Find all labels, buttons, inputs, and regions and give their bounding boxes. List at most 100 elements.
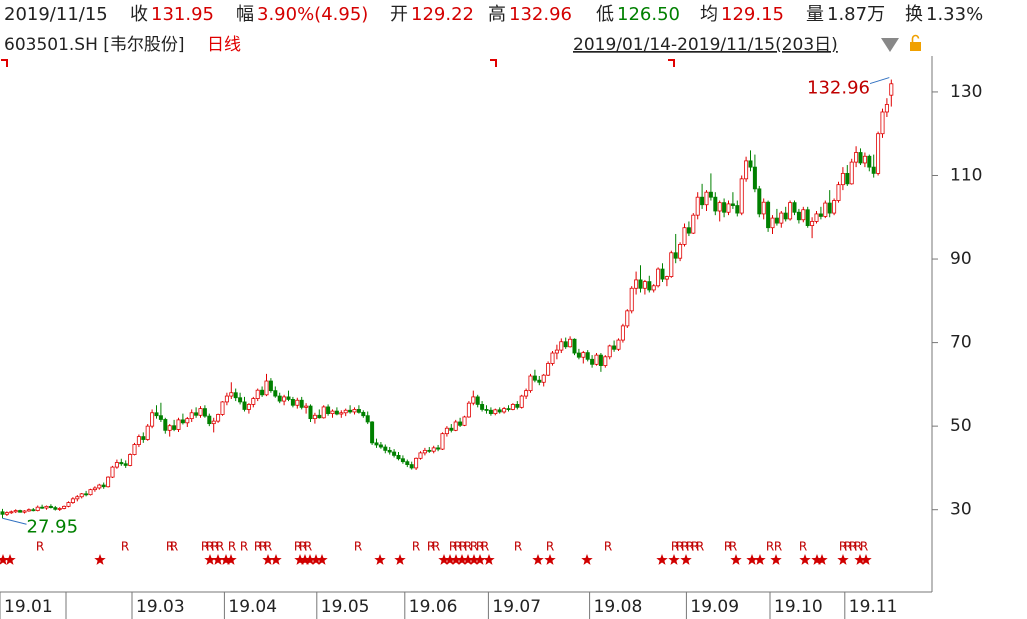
event-r: R	[686, 540, 694, 554]
event-r: R	[799, 540, 807, 554]
event-star	[532, 554, 544, 565]
candle-body	[673, 252, 678, 259]
candle-body	[277, 395, 282, 402]
event-star	[668, 554, 680, 565]
lock-shackle	[911, 34, 920, 42]
flags	[1, 59, 675, 67]
candle-body	[18, 510, 23, 513]
candle-body	[488, 409, 493, 415]
candle-body	[110, 466, 115, 478]
event-r: R	[681, 540, 689, 554]
candle-body	[31, 509, 36, 512]
candle-body	[475, 396, 480, 405]
candle-body	[264, 380, 269, 396]
candle-body	[656, 268, 661, 287]
candle-body	[251, 398, 256, 405]
candle-body	[242, 401, 247, 410]
min-arrow	[2, 517, 27, 525]
candle-body	[770, 217, 775, 229]
candle-body	[418, 452, 423, 459]
candle-body	[84, 493, 89, 496]
candle-body	[207, 415, 212, 425]
event-star	[754, 554, 766, 565]
event-star	[450, 554, 462, 565]
candle-body	[163, 419, 168, 431]
candle-body	[686, 227, 691, 234]
candle-body	[356, 409, 361, 413]
candle-body	[620, 325, 625, 341]
candle-body	[185, 418, 190, 424]
candle-body	[273, 390, 278, 397]
candle-body	[889, 83, 894, 96]
candle-body	[57, 508, 62, 510]
candle-body	[598, 354, 603, 366]
candle-body	[361, 411, 366, 417]
event-r: R	[240, 540, 248, 554]
event-r: R	[470, 540, 478, 554]
y-tick-label: 50	[950, 416, 972, 436]
flag	[668, 59, 675, 67]
candle-body	[858, 152, 863, 164]
event-r: R	[459, 540, 467, 554]
candle-body	[414, 457, 419, 469]
candle-body	[651, 285, 656, 291]
candle-body	[396, 454, 401, 460]
lock-body	[910, 42, 921, 51]
event-star	[462, 554, 474, 565]
candle-body	[845, 172, 850, 185]
event-star	[456, 554, 468, 565]
candle-body	[783, 212, 788, 220]
candle-body	[321, 406, 326, 419]
candle-body	[97, 484, 102, 489]
candle-body	[766, 201, 771, 229]
candle-body	[541, 374, 546, 383]
header-value: 129.22	[411, 4, 474, 25]
header-label: 高	[488, 4, 506, 25]
candle-body	[603, 356, 608, 366]
candle-body	[167, 425, 172, 431]
lock-icon[interactable]	[910, 34, 921, 52]
candle-body	[79, 493, 84, 498]
event-star	[374, 554, 386, 565]
candle-body	[392, 451, 397, 456]
header-value: 126.50	[617, 4, 680, 25]
date-range[interactable]: 2019/01/14-2019/11/15(203日)	[573, 35, 838, 55]
x-tick-label: 19.10	[774, 597, 823, 617]
candle-body	[282, 396, 287, 402]
candle-body	[700, 196, 705, 206]
candle-body	[761, 201, 766, 215]
candle-body	[136, 436, 141, 445]
candle-body	[40, 506, 45, 509]
candle-body	[431, 447, 436, 452]
event-r: R	[454, 540, 462, 554]
candle-body	[730, 203, 735, 206]
event-r: R	[216, 540, 224, 554]
header-value: 3.90%(4.95)	[257, 4, 368, 25]
x-tick-label: 19.11	[849, 597, 898, 617]
header-value: 132.96	[509, 4, 572, 25]
event-r: R	[254, 540, 262, 554]
event-star	[316, 554, 328, 565]
candle-body	[114, 462, 119, 468]
candle-body	[757, 188, 762, 215]
candle-body	[480, 404, 485, 410]
candle-body	[220, 401, 225, 415]
candle-body	[616, 339, 621, 350]
candle-body	[13, 510, 18, 513]
event-star	[474, 554, 486, 565]
x-tick-label: 19.08	[594, 597, 643, 617]
candle-body	[176, 419, 181, 430]
candle-body	[462, 416, 467, 426]
event-star	[94, 554, 106, 565]
candle-body	[717, 202, 722, 212]
header-label: 换	[905, 4, 923, 25]
candle-body	[607, 345, 612, 358]
event-star	[811, 554, 823, 565]
candle-body	[884, 104, 889, 113]
dropdown-icon[interactable]	[881, 38, 899, 52]
event-r: R	[849, 540, 857, 554]
event-star	[837, 554, 849, 565]
candle-body	[796, 211, 801, 221]
candle-body	[779, 212, 784, 224]
header-label: 低	[596, 4, 614, 25]
